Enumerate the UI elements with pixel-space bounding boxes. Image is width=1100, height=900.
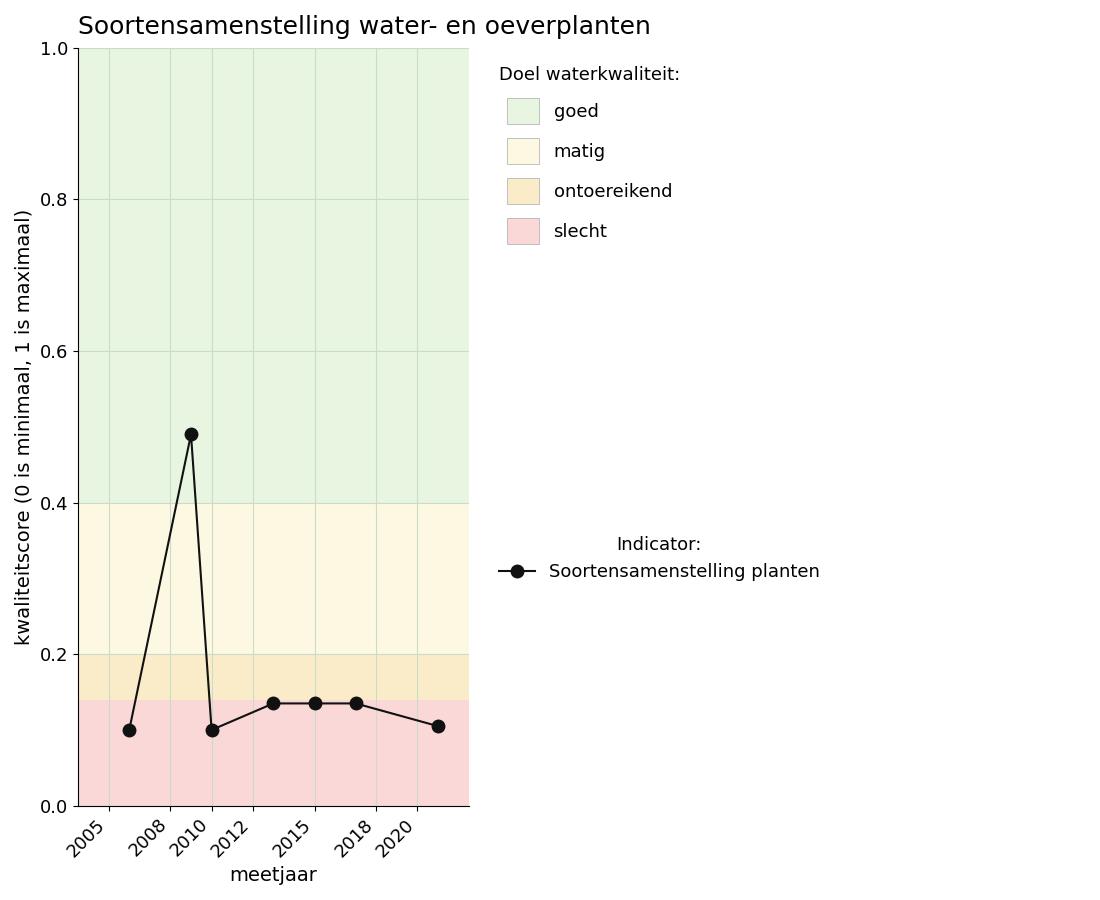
Bar [78, 502, 469, 654]
Bar [78, 48, 469, 502]
Text: Soortensamenstelling water- en oeverplanten: Soortensamenstelling water- en oeverplan… [78, 15, 651, 39]
Y-axis label: kwaliteitscore (0 is minimaal, 1 is maximaal): kwaliteitscore (0 is minimaal, 1 is maxi… [15, 209, 34, 645]
Bar [78, 699, 469, 806]
Legend: Soortensamenstelling planten: Soortensamenstelling planten [490, 526, 829, 590]
X-axis label: meetjaar: meetjaar [230, 866, 317, 885]
Bar [78, 654, 469, 699]
